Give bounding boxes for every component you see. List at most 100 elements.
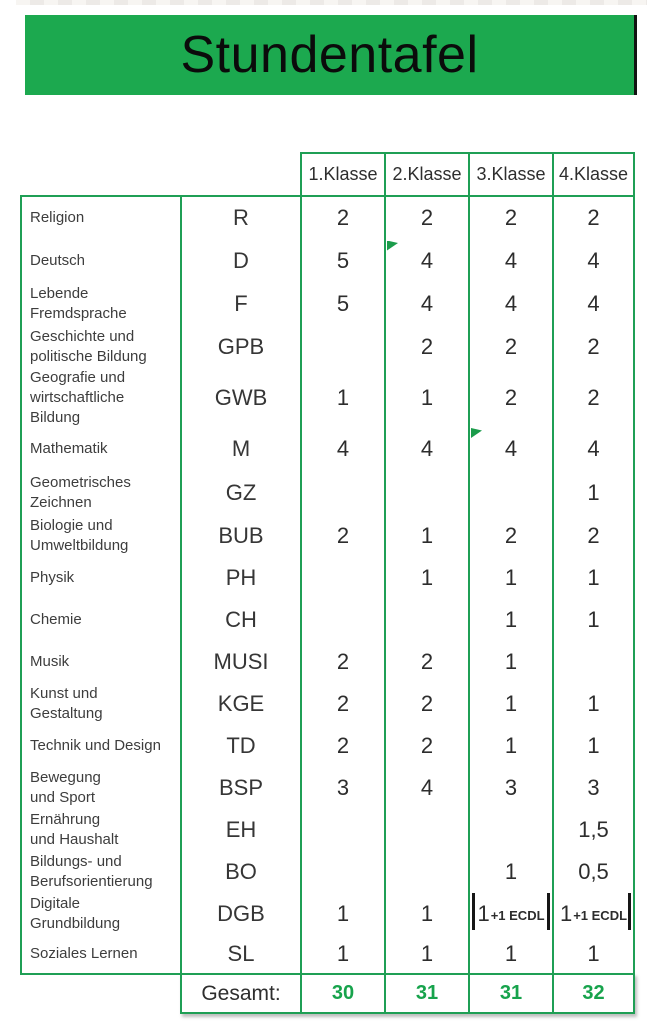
hours-cell: 3 xyxy=(554,767,633,809)
hours-value: 4 xyxy=(420,290,434,316)
hours-cell: 1 xyxy=(470,557,554,599)
hours-cell: 1 xyxy=(554,557,633,599)
hours-value: 1 xyxy=(587,479,600,505)
hours-cell xyxy=(302,325,386,369)
hours-cell: 4 xyxy=(470,282,554,325)
highlight-bar xyxy=(628,893,631,930)
subject-abbr: M xyxy=(182,427,302,471)
hours-cell xyxy=(386,471,470,514)
hours-cell: 1,5 xyxy=(554,809,633,851)
hours-cell: 2 xyxy=(470,325,554,369)
class-header-1: 1.Klasse xyxy=(302,154,386,195)
subject-abbr: DGB xyxy=(182,893,302,935)
hours-value: 3 xyxy=(587,775,600,800)
hours-cell: 4 xyxy=(470,239,554,282)
subject-label: Religion xyxy=(22,197,182,240)
hours-cell xyxy=(386,599,470,641)
hours-value: 4 xyxy=(504,247,518,273)
subject-abbr: SL xyxy=(182,935,302,973)
hours-cell: 1 xyxy=(470,599,554,641)
hours-cell: 2 xyxy=(386,197,470,240)
subject-label: Mathematik xyxy=(22,427,182,471)
subject-label: Ernährung und Haushalt xyxy=(22,809,182,851)
hours-cell: 1 xyxy=(302,935,386,973)
subject-abbr: D xyxy=(182,239,302,282)
class-header-3: 3.Klasse xyxy=(470,154,554,195)
highlight-bar xyxy=(472,893,475,930)
hours-value: 1 xyxy=(504,859,518,884)
hours-cell: 2 xyxy=(554,325,633,369)
hours-cell: 4 xyxy=(470,427,554,471)
hours-cell: 4 xyxy=(386,282,470,325)
hours-cell: 3 xyxy=(470,767,554,809)
subject-label: Geometrisches Zeichnen xyxy=(22,471,182,514)
hours-cell: 1 xyxy=(302,369,386,427)
hours-value: 2 xyxy=(420,649,434,674)
subject-label: Technik und Design xyxy=(22,725,182,767)
hours-cell: 2 xyxy=(302,197,386,240)
hours-cell: 2 xyxy=(386,325,470,369)
hours-cell: 1 xyxy=(470,725,554,767)
hours-value: 4 xyxy=(504,436,518,461)
hours-value: 2 xyxy=(587,385,600,410)
top-edge-artifact xyxy=(16,0,647,5)
hours-value: 2 xyxy=(336,205,350,231)
hours-cell xyxy=(386,809,470,851)
hours-cell: 1 xyxy=(386,557,470,599)
hours-value: 1 xyxy=(420,522,434,548)
hours-cell: 5 xyxy=(302,239,386,282)
hours-cell: 4 xyxy=(386,239,470,282)
hours-cell: 5 xyxy=(302,282,386,325)
hours-value: 1 xyxy=(420,385,434,410)
hours-cell: 1 xyxy=(554,935,633,973)
subject-abbr: EH xyxy=(182,809,302,851)
hours-value: 1 xyxy=(504,607,518,632)
hours-value: 1 xyxy=(477,901,490,926)
hours-cell: 1 xyxy=(554,725,633,767)
hours-value: 2 xyxy=(504,334,518,359)
hours-value: 2 xyxy=(336,649,350,674)
hours-value: 1 xyxy=(504,733,518,758)
hours-value: 1 xyxy=(420,901,434,926)
hours-cell: 1 xyxy=(470,683,554,725)
hours-cell xyxy=(470,809,554,851)
hours-value: 1 xyxy=(587,733,600,758)
subject-label: Bewegung und Sport xyxy=(22,767,182,809)
hours-cell: 0,5 xyxy=(554,851,633,893)
hours-cell: 4 xyxy=(386,427,470,471)
hours-cell xyxy=(302,557,386,599)
hours-value: 2 xyxy=(420,205,434,231)
hours-value: 2 xyxy=(504,385,518,410)
hours-cell: 2 xyxy=(302,725,386,767)
hours-cell: 1 xyxy=(386,893,470,935)
hours-value: 0,5 xyxy=(578,859,609,884)
subject-label: Kunst und Gestaltung xyxy=(22,683,182,725)
hours-cell: 2 xyxy=(302,641,386,683)
hours-cell: 4 xyxy=(302,427,386,471)
hours-value: 2 xyxy=(587,334,600,359)
hours-cell: 2 xyxy=(386,641,470,683)
hours-cell xyxy=(302,471,386,514)
hours-value: 1 xyxy=(587,941,600,966)
hours-cell xyxy=(386,851,470,893)
hours-value: 2 xyxy=(420,691,434,716)
hours-cell: 1 xyxy=(386,369,470,427)
hours-value: 1 xyxy=(587,691,600,716)
class-header-2: 2.Klasse xyxy=(386,154,470,195)
ecdl-suffix-label: +1 ECDL xyxy=(573,907,628,923)
hours-value: 4 xyxy=(587,290,600,316)
hours-value: 1 xyxy=(504,649,518,674)
hours-value: 5 xyxy=(336,290,350,316)
subject-abbr: CH xyxy=(182,599,302,641)
hours-cell: 2 xyxy=(470,197,554,240)
class-header-row: 1.Klasse 2.Klasse 3.Klasse 4.Klasse xyxy=(300,152,635,197)
hours-cell: 1 xyxy=(386,514,470,557)
subjects-table: Religion R 2 2 2 2 Deutsch D 5 4 4 4 Lebende Fremdsp… xyxy=(20,195,635,975)
total-hours-value: 31 xyxy=(386,975,470,1012)
subject-abbr: TD xyxy=(182,725,302,767)
hours-value: 2 xyxy=(420,733,434,758)
hours-cell: 1 xyxy=(554,683,633,725)
page-title: Stundentafel xyxy=(180,26,479,84)
hours-value: 4 xyxy=(587,247,600,273)
